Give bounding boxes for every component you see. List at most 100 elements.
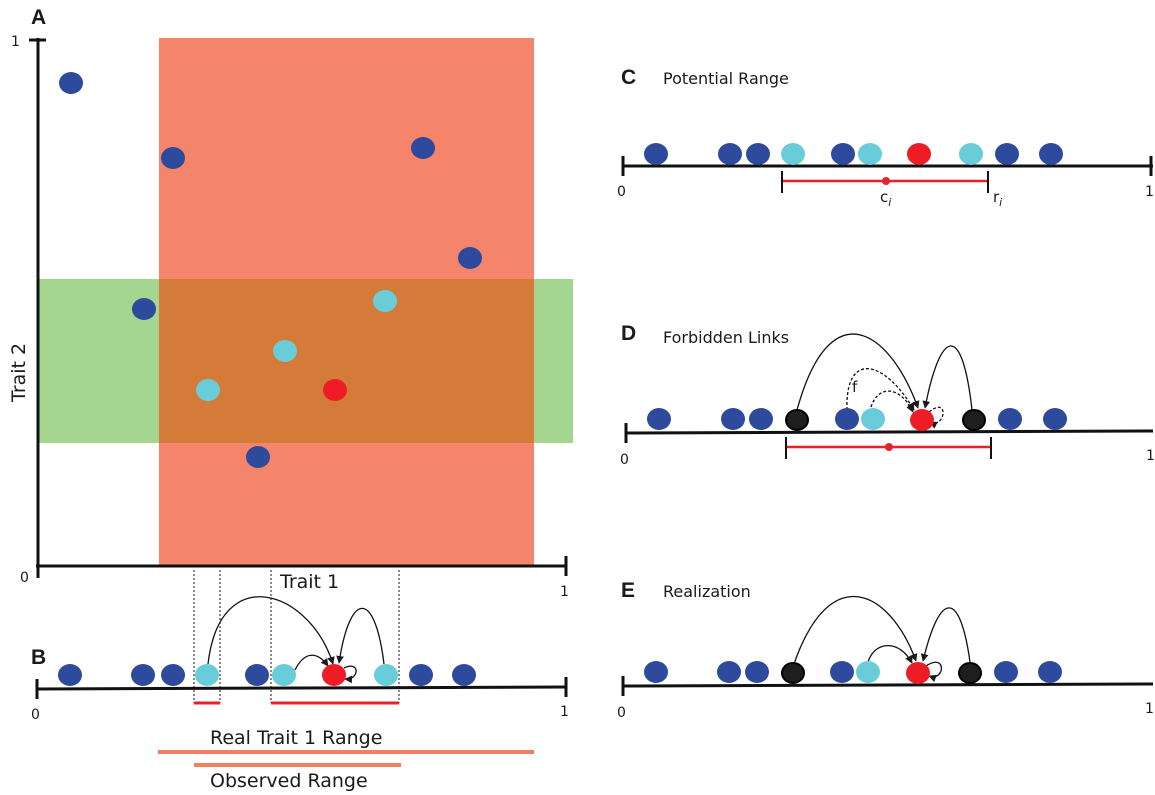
panel-d-letter: D [621,322,636,345]
species-node-light [858,143,882,165]
species-node-dark [994,661,1018,683]
range-center-dot [885,443,893,451]
range-overlap-rect [159,279,534,443]
panel-b-letter: B [31,646,46,669]
trait1-axis [36,685,567,691]
species-node-dark [749,408,773,430]
species-node-dark [161,664,185,686]
panel-a-letter: A [31,6,46,29]
species-node-dark [647,408,671,430]
axis-start-label: 0 [31,707,40,723]
trait-axis [622,682,1154,688]
species-node-black [781,662,805,684]
link-arrow [294,654,329,671]
panel-c-title: Potential Range [663,69,789,88]
x-axis-end-label: 1 [560,584,569,600]
species-node-light [959,143,983,165]
panel-b: B 0 1 Real Trait 1 Range [31,570,569,792]
species-node-dark [161,147,185,169]
species-node-light [272,664,296,686]
axis-end-label: 1 [1146,448,1155,464]
species-node-dark [132,298,156,320]
range-center-dot [882,177,890,185]
species-node-dark [721,408,745,430]
species-node-light [195,664,219,686]
species-node-dark [59,72,83,94]
axis-start-label: 0 [617,705,626,721]
link-arrow [922,345,973,411]
y-axis-top-label: 1 [11,34,20,50]
trait-axis [625,429,1154,435]
species-node-dark [831,143,855,165]
link-arrow [336,607,385,665]
focal-species-node [322,664,346,686]
panel-a: A 1 0 1 Trait 1 Trait 2 [8,6,573,600]
axis-start-label: 0 [620,452,629,468]
species-node-dark [745,661,769,683]
species-node-dark [644,143,668,165]
focal-species-node [910,409,934,431]
radius-label: ri [993,188,1002,209]
species-node-light [856,661,880,683]
species-node-dark [717,661,741,683]
species-node-dark [411,137,435,159]
x-axis-label: Trait 1 [279,571,339,593]
species-node-black [962,409,986,431]
axis-start-label: 0 [617,184,626,200]
panel-d-title: Forbidden Links [663,328,789,347]
species-node-dark [746,143,770,165]
self-link-arrow [925,661,942,683]
axis-end-label: 1 [1145,184,1154,200]
species-node-dark [830,661,854,683]
species-node-dark [1038,661,1062,683]
species-node-light [861,408,885,430]
species-node-dark [131,664,155,686]
species-node-dark [644,661,668,683]
forbidden-self-link-arrow [928,406,944,429]
axis-end-label: 1 [560,704,569,720]
species-node-dark [245,664,269,686]
link-arrow [867,645,913,664]
species-node-black [785,409,809,431]
forbidden-label: f [852,378,858,396]
species-node-dark [718,143,742,165]
species-node-light [781,143,805,165]
species-node-dark [1043,408,1067,430]
center-label: ci [880,188,891,209]
link-arrow [796,333,920,411]
axis-end-label: 1 [1145,701,1154,717]
focal-species-node [907,143,931,165]
species-node-light [374,664,398,686]
species-node-dark [58,664,82,686]
panel-c-letter: C [621,66,636,89]
focal-species-node [906,662,930,684]
species-node-dark [998,408,1022,430]
y-axis-label: Trait 2 [8,343,30,403]
species-node-light [373,290,397,312]
origin-label: 0 [20,570,29,586]
real-range-label: Real Trait 1 Range [210,727,382,749]
species-node-dark [452,664,476,686]
link-arrow [793,596,918,665]
panel-c: C Potential Range 0 1 ci ri [617,66,1154,209]
forbidden-link-arrow [870,390,914,413]
panel-d: D Forbidden Links 0 1 f [620,322,1155,468]
panel-e-title: Realization [663,582,751,601]
link-arrow [920,607,971,663]
observed-range-label: Observed Range [210,770,368,792]
forbidden-link-arrow [846,368,915,411]
species-node-dark [835,408,859,430]
species-node-dark [409,664,433,686]
species-node-light [273,340,297,362]
species-node-light [196,379,220,401]
species-node-dark [246,446,270,468]
self-link-arrow [343,665,357,684]
species-node-black [958,662,982,684]
species-node-dark [995,143,1019,165]
panel-e: E Realization 0 1 [617,579,1154,721]
link-arrow [207,596,335,665]
species-node-dark [458,247,482,269]
panel-e-letter: E [621,579,635,602]
focal-species-node [323,379,347,401]
